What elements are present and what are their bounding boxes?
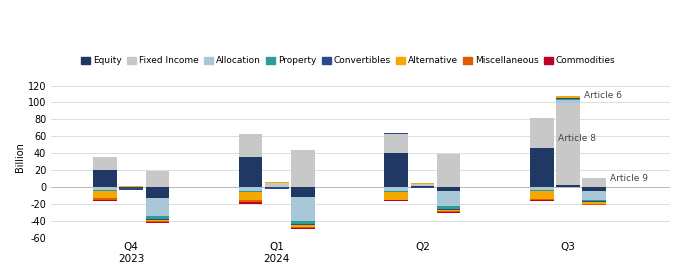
Bar: [530, 118, 553, 119]
Bar: [291, 223, 315, 225]
Bar: [437, 191, 460, 206]
Bar: [93, 157, 117, 170]
Bar: [239, 200, 262, 203]
Bar: [93, 170, 117, 187]
Legend: Equity, Fixed Income, Allocation, Property, Convertibles, Alternative, Miscellan: Equity, Fixed Income, Allocation, Proper…: [77, 53, 619, 69]
Bar: [291, 225, 315, 227]
Bar: [530, 191, 553, 199]
Bar: [384, 192, 408, 199]
Bar: [582, 187, 606, 191]
Bar: [265, 182, 288, 184]
Text: Article 9: Article 9: [610, 174, 648, 184]
Bar: [556, 100, 580, 103]
Bar: [265, 184, 288, 187]
Bar: [582, 201, 606, 202]
Bar: [437, 187, 460, 191]
Bar: [239, 203, 262, 204]
Bar: [556, 99, 580, 100]
Bar: [119, 187, 143, 190]
Bar: [556, 185, 580, 187]
Bar: [384, 133, 408, 134]
Bar: [93, 190, 117, 191]
Bar: [556, 103, 580, 185]
Bar: [384, 200, 408, 201]
Bar: [384, 191, 408, 192]
Bar: [291, 227, 315, 228]
Bar: [239, 187, 262, 191]
Bar: [582, 191, 606, 199]
Bar: [530, 199, 553, 200]
Bar: [384, 134, 408, 153]
Bar: [582, 202, 606, 204]
Bar: [291, 150, 315, 187]
Bar: [582, 199, 606, 201]
Bar: [119, 186, 143, 187]
Bar: [582, 204, 606, 205]
Bar: [384, 199, 408, 200]
Bar: [93, 199, 117, 201]
Bar: [239, 191, 262, 192]
Bar: [437, 154, 460, 187]
Bar: [411, 184, 434, 186]
Bar: [291, 197, 315, 221]
Bar: [93, 187, 117, 190]
Bar: [239, 134, 262, 157]
Bar: [556, 98, 580, 99]
Bar: [93, 198, 117, 199]
Text: Article 8: Article 8: [558, 134, 596, 143]
Bar: [384, 153, 408, 187]
Bar: [556, 96, 580, 97]
Bar: [146, 198, 169, 217]
Bar: [411, 187, 434, 188]
Bar: [146, 171, 169, 187]
Bar: [530, 200, 553, 201]
Text: Article 6: Article 6: [584, 91, 622, 100]
Bar: [437, 209, 460, 210]
Bar: [146, 187, 169, 198]
Bar: [556, 97, 580, 98]
Bar: [291, 221, 315, 223]
Bar: [530, 190, 553, 191]
Bar: [582, 178, 606, 187]
Bar: [437, 212, 460, 213]
Bar: [530, 187, 553, 190]
Bar: [384, 187, 408, 191]
Bar: [146, 219, 169, 220]
Bar: [93, 191, 117, 198]
Bar: [437, 211, 460, 212]
Bar: [437, 206, 460, 209]
Bar: [146, 217, 169, 219]
Bar: [530, 148, 553, 187]
Y-axis label: Billion: Billion: [15, 142, 25, 172]
Bar: [265, 187, 288, 189]
Bar: [146, 220, 169, 222]
Bar: [291, 187, 315, 197]
Bar: [239, 192, 262, 200]
Bar: [146, 222, 169, 223]
Bar: [437, 210, 460, 211]
Bar: [411, 186, 434, 187]
Bar: [530, 119, 553, 148]
Bar: [291, 228, 315, 229]
Bar: [239, 157, 262, 187]
